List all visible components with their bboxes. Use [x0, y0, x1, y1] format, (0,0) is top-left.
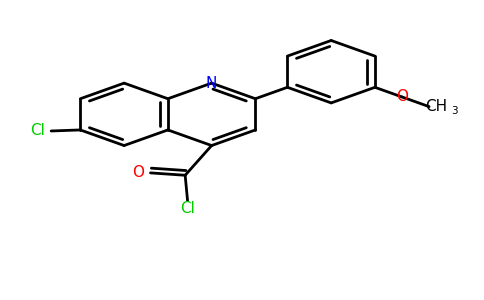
Text: Cl: Cl	[30, 124, 45, 139]
Text: N: N	[206, 76, 217, 91]
Text: 3: 3	[451, 106, 458, 116]
Text: Cl: Cl	[180, 201, 195, 216]
Text: O: O	[133, 165, 144, 180]
Text: O: O	[396, 89, 408, 104]
Text: CH: CH	[425, 99, 447, 114]
